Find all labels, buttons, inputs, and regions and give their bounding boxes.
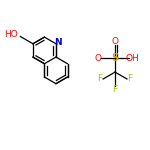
Text: N: N [54,38,62,47]
Text: F: F [128,75,133,84]
Text: HO: HO [4,30,18,39]
Text: F: F [112,85,118,94]
Text: S: S [111,53,119,63]
Text: O: O [112,36,118,45]
Text: OH: OH [126,54,140,63]
Text: O: O [94,54,101,63]
Text: F: F [97,75,102,84]
